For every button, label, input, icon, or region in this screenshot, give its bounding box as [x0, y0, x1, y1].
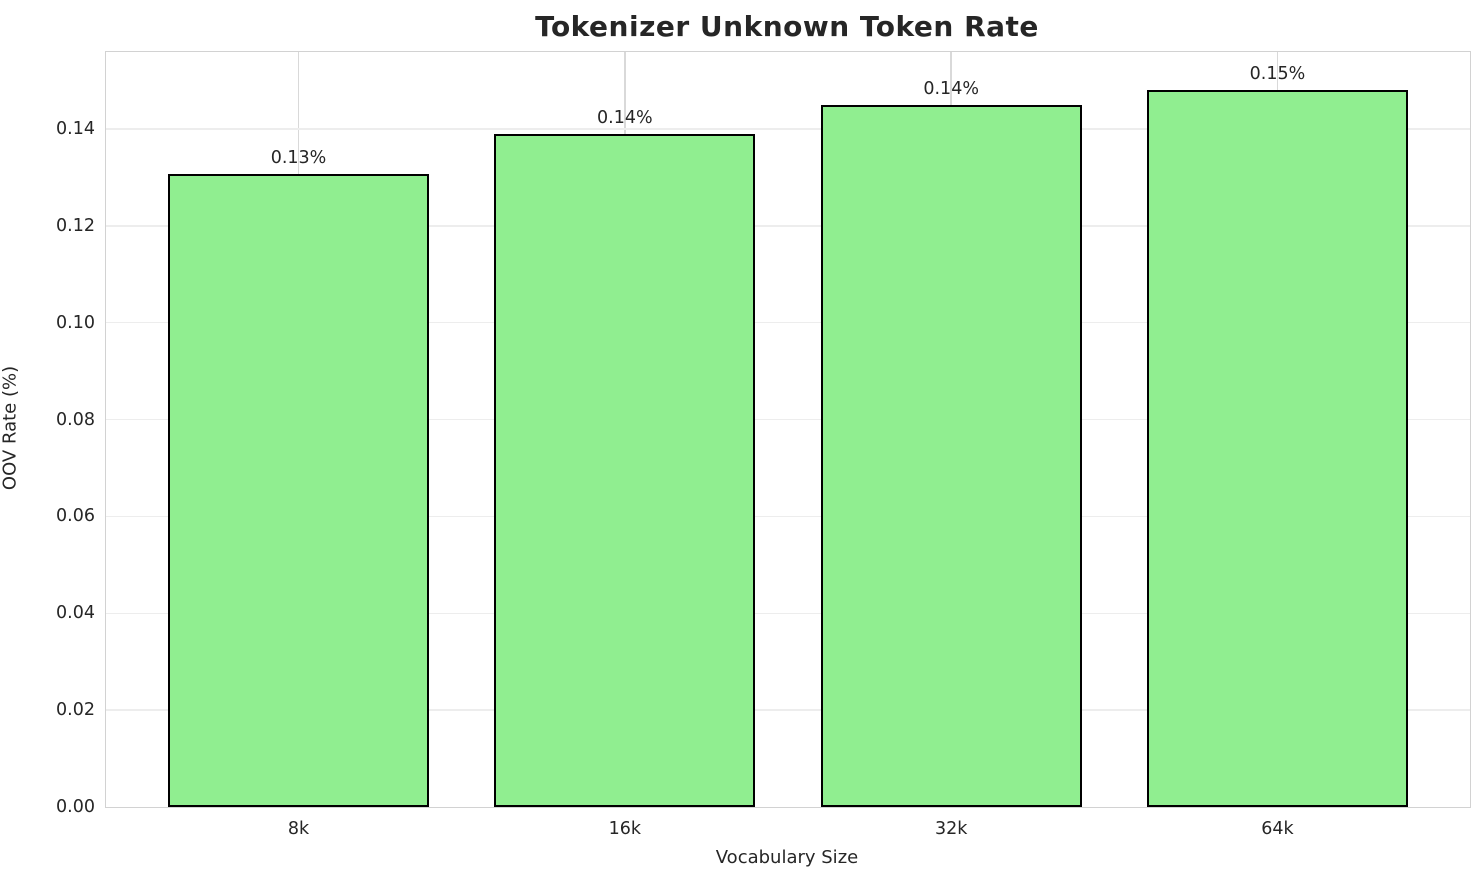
- gridline-h: [106, 515, 1470, 518]
- y-tick-label: 0.04: [56, 603, 95, 624]
- bar-value-label: 0.14%: [923, 78, 979, 99]
- gridline-h: [106, 418, 1470, 421]
- bar: [168, 174, 430, 807]
- x-tick-label: 16k: [608, 819, 642, 839]
- y-tick-label: 0.02: [56, 700, 95, 721]
- bar: [820, 104, 1082, 807]
- x-tick-label: 32k: [934, 819, 968, 839]
- bar-value-label: 0.13%: [270, 148, 327, 169]
- y-tick-label: 0.00: [56, 797, 95, 817]
- gridline-h: [106, 612, 1470, 615]
- y-axis-label: OOV Rate (%): [0, 365, 21, 491]
- plot-area: 0.00 0.02 0.04 0.06 0.08 0.10 0.12 0.14 0.13% 8k 0…: [56, 51, 1471, 839]
- bar: [494, 133, 756, 807]
- bar-value-label: 0.15%: [1249, 64, 1306, 85]
- gridline-h: [106, 225, 1470, 227]
- y-tick-label: 0.14: [56, 119, 95, 139]
- y-tick-label: 0.06: [56, 506, 95, 527]
- y-tick-label: 0.12: [56, 215, 95, 236]
- y-tick-label: 0.10: [56, 312, 95, 333]
- gridline-h: [106, 128, 1470, 130]
- x-tick-label: 64k: [1261, 819, 1294, 839]
- chart-title: Tokenizer Unknown Token Rate: [535, 10, 1039, 43]
- x-tick-label: 8k: [287, 819, 310, 839]
- gridline-h: [106, 321, 1470, 324]
- y-tick-label: 0.08: [56, 409, 95, 430]
- bar-value-label: 0.14%: [597, 107, 653, 128]
- bar: [1146, 90, 1408, 807]
- gridline-h: [106, 709, 1470, 711]
- x-axis-label: Vocabulary Size: [715, 847, 859, 868]
